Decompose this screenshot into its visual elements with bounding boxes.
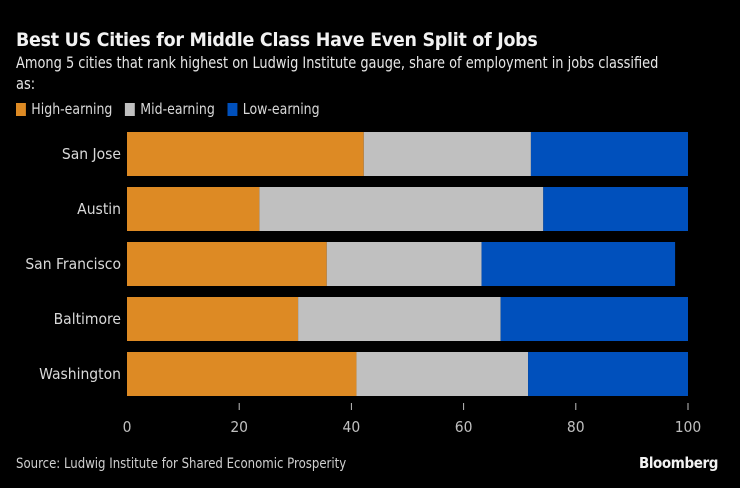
bar-segment-high-earning <box>127 132 364 176</box>
legend: High-earning Mid-earning Low-earning <box>16 100 332 118</box>
category-label: Austin <box>77 200 121 218</box>
category-label: San Francisco <box>25 255 121 273</box>
legend-label-high: High-earning <box>31 100 113 118</box>
source-note: Source: Ludwig Institute for Shared Econ… <box>16 456 347 472</box>
legend-swatch-low <box>227 102 238 116</box>
bar-segment-mid-earning <box>363 132 531 176</box>
legend-swatch-high <box>16 102 26 116</box>
bar-segment-low-earning <box>528 352 688 396</box>
bar-segment-high-earning <box>127 352 357 396</box>
bar-segment-high-earning <box>127 297 299 341</box>
legend-label-low: Low-earning <box>242 100 320 118</box>
legend-item-low: Low-earning <box>227 100 320 118</box>
x-tick-label: 0 <box>123 418 132 436</box>
bar-segment-mid-earning <box>326 242 482 286</box>
x-tick-label: 100 <box>675 418 702 436</box>
legend-swatch-mid <box>124 102 135 116</box>
category-label: Baltimore <box>54 310 121 328</box>
bar-segment-low-earning <box>530 132 688 176</box>
category-label: San Jose <box>62 145 121 163</box>
x-tick-label: 40 <box>343 418 361 436</box>
x-tick-label: 20 <box>230 418 248 436</box>
legend-item-high: High-earning <box>16 100 112 118</box>
chart-title: Best US Cities for Middle Class Have Eve… <box>16 29 538 51</box>
x-tick-label: 80 <box>567 418 585 436</box>
bar-segment-mid-earning <box>259 187 544 231</box>
bar-segment-low-earning <box>500 297 688 341</box>
bar-segment-mid-earning <box>356 352 529 396</box>
category-label: Washington <box>39 365 121 383</box>
legend-label-mid: Mid-earning <box>140 100 215 118</box>
x-tick-label: 60 <box>455 418 473 436</box>
brand-logo: Bloomberg <box>638 454 718 472</box>
legend-item-mid: Mid-earning <box>124 100 215 118</box>
bar-segment-low-earning <box>481 242 676 286</box>
chart-subtitle: Among 5 cities that rank highest on Ludw… <box>16 53 659 93</box>
bar-segment-high-earning <box>127 187 260 231</box>
bar-segment-low-earning <box>543 187 688 231</box>
bar-segment-high-earning <box>127 242 327 286</box>
bar-segment-mid-earning <box>298 297 501 341</box>
